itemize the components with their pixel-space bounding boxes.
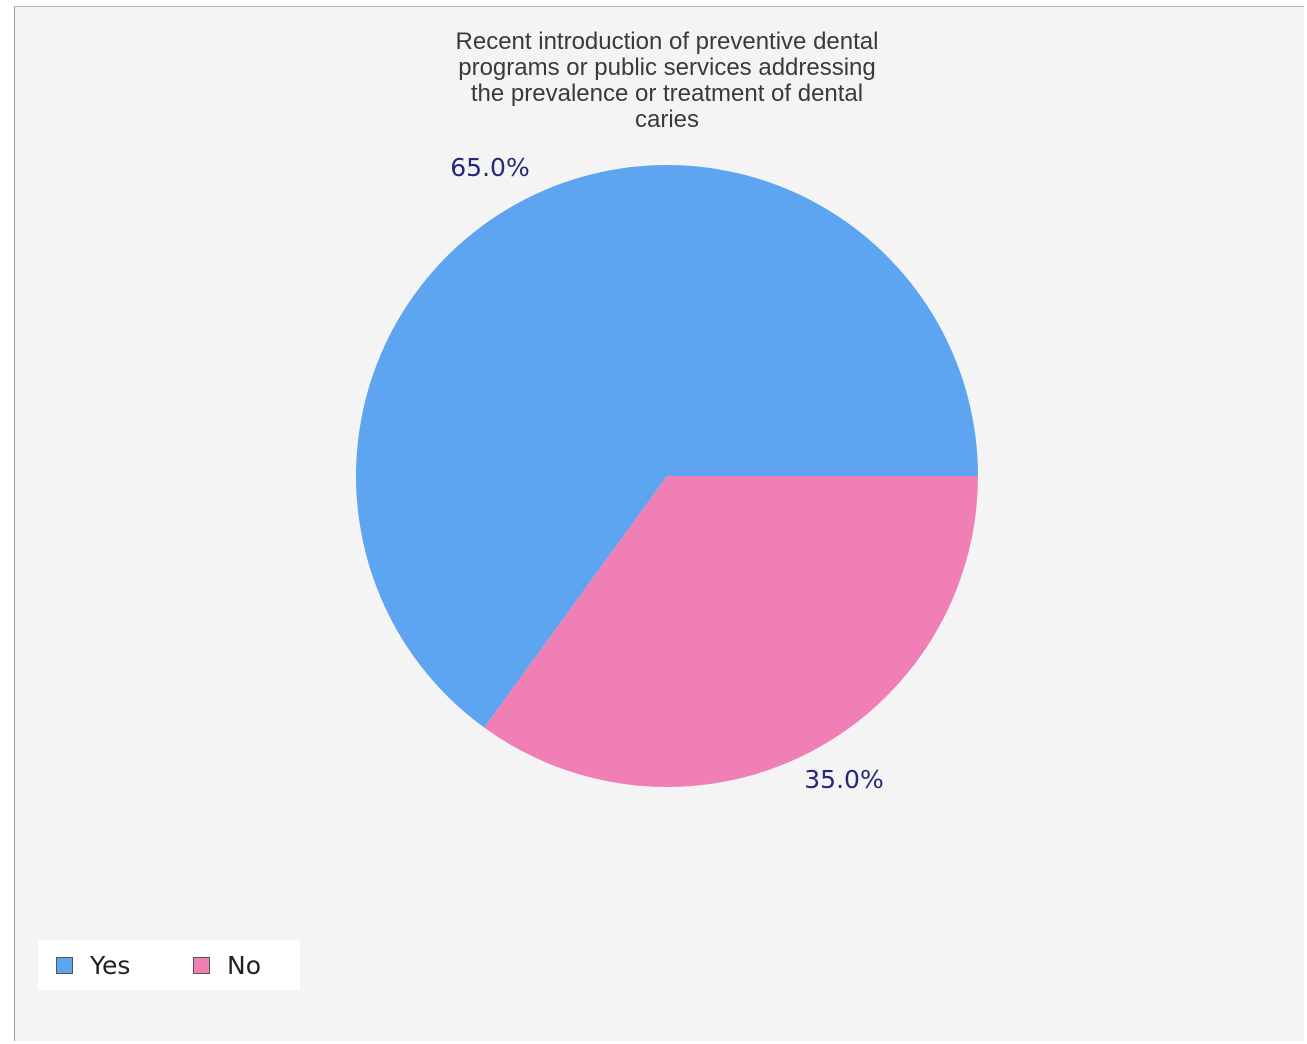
chart-legend: Yes No (38, 940, 300, 990)
legend-label-yes: Yes (90, 950, 131, 980)
pie-slice-yes (356, 164, 978, 728)
chart-title: Recent introduction of preventive dental… (367, 29, 967, 133)
chart-title-line: caries (634, 106, 700, 133)
slice-value-label-yes: 65.0% (450, 153, 529, 182)
legend-label-no: No (227, 950, 261, 980)
chart-title-line: Recent introduction of preventive dental (455, 28, 879, 55)
legend-item-yes: Yes (56, 940, 130, 990)
legend-swatch-no (193, 956, 210, 974)
chart-title-line: the prevalence or treatment of dental (470, 80, 864, 107)
legend-item-no: No (193, 940, 261, 990)
pie-slice-no (484, 476, 978, 787)
legend-swatch-yes (56, 956, 73, 974)
slice-value-label-no: 35.0% (804, 765, 883, 794)
chart-title-line: programs or public services addressing (458, 54, 876, 81)
